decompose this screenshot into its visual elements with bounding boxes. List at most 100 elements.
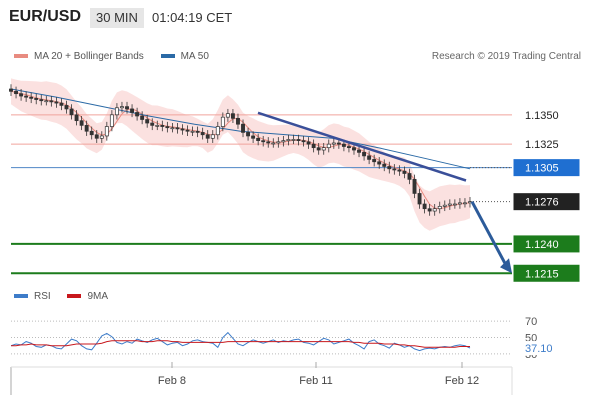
- rsi-legend: RSI 9MA: [14, 291, 122, 302]
- candle-body: [301, 140, 306, 143]
- candle: [281, 135, 286, 147]
- candle: [185, 125, 190, 136]
- x-tick-label: Feb 12: [445, 375, 479, 387]
- candle-body: [241, 123, 245, 133]
- research-credit: Research © 2019 Trading Central: [431, 51, 581, 62]
- candle-body: [150, 122, 155, 126]
- candle: [387, 161, 392, 174]
- legend-ma50: MA 50: [160, 51, 209, 62]
- candle-body: [24, 95, 29, 98]
- candle-body: [185, 129, 190, 132]
- candle-body: [200, 132, 205, 136]
- candle: [94, 130, 99, 143]
- x-tick-label: Feb 8: [158, 375, 186, 387]
- candle: [140, 111, 145, 125]
- candle-body: [246, 132, 251, 137]
- candle-body: [316, 147, 321, 151]
- candle: [215, 121, 220, 140]
- candle-body: [463, 202, 467, 205]
- candle: [155, 120, 160, 131]
- candle: [225, 108, 230, 122]
- main-legend: MA 20 + Bollinger Bands MA 50: [14, 51, 223, 62]
- candle: [74, 110, 79, 126]
- candle-body: [311, 143, 316, 149]
- candle-body: [422, 203, 427, 210]
- candle: [210, 130, 215, 143]
- candle-body: [362, 152, 367, 157]
- rsi-tick-70: 70: [525, 316, 537, 328]
- candle-body: [165, 126, 170, 129]
- candle-body: [190, 130, 195, 133]
- candle-body: [346, 146, 351, 149]
- candle-body: [402, 170, 407, 174]
- candle-body: [49, 100, 54, 103]
- level-badge-1-1240: [513, 235, 580, 253]
- candle-body: [140, 115, 145, 120]
- candle: [271, 138, 276, 148]
- candle: [463, 198, 467, 208]
- candle-body: [99, 135, 104, 139]
- descending-trendline: [257, 111, 467, 182]
- timeframe-badge[interactable]: 30 MIN: [90, 8, 144, 28]
- candle: [286, 134, 291, 146]
- legend-rsi: RSI: [14, 291, 51, 302]
- candle-body: [59, 102, 64, 106]
- candle: [14, 86, 18, 99]
- candle: [241, 119, 245, 138]
- candle-body: [442, 204, 447, 207]
- candle: [39, 94, 44, 106]
- candle-body: [135, 112, 140, 117]
- candle: [442, 200, 447, 212]
- candle: [120, 101, 124, 113]
- level-label-1-1215: 1.1215: [525, 268, 559, 280]
- candle-body: [382, 163, 387, 167]
- rsi-current-label: 37.10: [525, 343, 553, 355]
- candle: [54, 97, 59, 108]
- candle-body: [306, 141, 311, 145]
- candle-body: [261, 140, 266, 143]
- rsi-ma-line: [11, 340, 470, 348]
- level-badge-1-1350: [513, 106, 580, 124]
- candle: [382, 159, 387, 172]
- candle: [130, 104, 135, 118]
- ma20-line: [10, 90, 471, 210]
- candle-body: [357, 149, 361, 153]
- candle: [69, 104, 74, 120]
- candle-body: [44, 100, 49, 103]
- candle-body: [321, 147, 326, 151]
- candle: [316, 142, 321, 155]
- candle-body: [230, 113, 235, 119]
- candle-body: [145, 119, 150, 124]
- candle-body: [69, 108, 74, 116]
- legend-ma20: MA 20 + Bollinger Bands: [14, 51, 144, 62]
- candle-body: [29, 96, 34, 99]
- candle: [367, 151, 372, 165]
- candle-body: [160, 125, 165, 127]
- candle: [236, 113, 240, 129]
- candle: [457, 198, 462, 209]
- candle: [109, 110, 114, 132]
- candle-body: [452, 203, 457, 206]
- candle: [452, 199, 457, 209]
- candle-body: [210, 134, 215, 139]
- candle-body: [84, 125, 89, 132]
- rsi-swatch: [14, 294, 28, 299]
- candle-body: [114, 107, 119, 116]
- candle-body: [236, 117, 240, 125]
- candle-body: [296, 139, 301, 141]
- candle: [145, 114, 150, 128]
- candle-body: [120, 106, 124, 109]
- candle: [437, 201, 442, 214]
- candle: [24, 91, 29, 102]
- candle: [79, 115, 84, 131]
- candle-body: [417, 193, 422, 205]
- candle: [246, 127, 251, 141]
- candle-body: [205, 134, 210, 139]
- candle-body: [457, 202, 462, 205]
- candle: [301, 135, 306, 147]
- candle: [230, 108, 235, 124]
- candle: [44, 96, 49, 106]
- candle-body: [291, 139, 296, 141]
- candle: [311, 139, 316, 153]
